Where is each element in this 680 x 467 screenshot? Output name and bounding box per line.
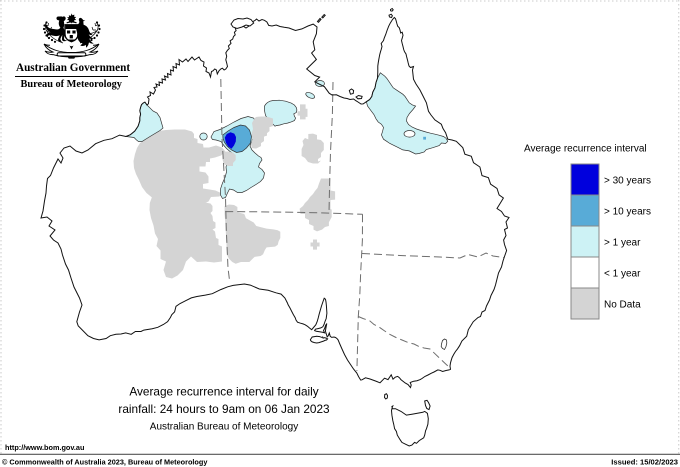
svg-text:No Data: No Data bbox=[604, 299, 641, 310]
svg-text:> 10 years: > 10 years bbox=[604, 206, 651, 217]
svg-text:Average recurrence interval: Average recurrence interval bbox=[524, 144, 647, 155]
svg-text:Average recurrence interval fo: Average recurrence interval for daily bbox=[129, 385, 318, 399]
svg-text:< 1 year: < 1 year bbox=[604, 268, 641, 279]
svg-text:rainfall: 24 hours to 9am on 0: rainfall: 24 hours to 9am on 06 Jan 2023 bbox=[118, 402, 330, 416]
svg-text:> 30 years: > 30 years bbox=[604, 175, 651, 186]
svg-text:> 1 year: > 1 year bbox=[604, 237, 641, 248]
svg-text:Issued: 15/02/2023: Issued: 15/02/2023 bbox=[611, 458, 678, 467]
svg-text:http://www.bom.gov.au: http://www.bom.gov.au bbox=[5, 443, 84, 452]
svg-text:© Commonwealth of Australia 20: © Commonwealth of Australia 2023, Bureau… bbox=[2, 458, 208, 467]
svg-text:Australian Bureau of Meteorolo: Australian Bureau of Meteorology bbox=[150, 422, 298, 433]
